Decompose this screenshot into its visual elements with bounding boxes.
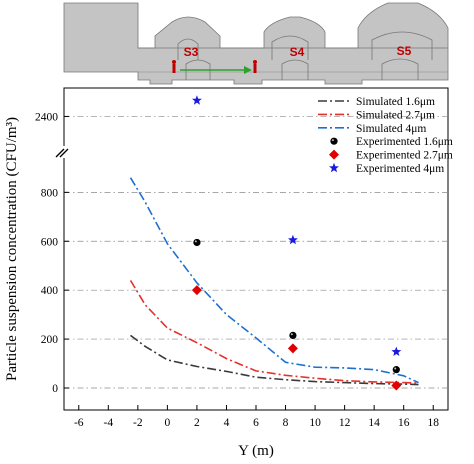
data-point-4-2 (391, 380, 402, 391)
x-tick-label: -6 (74, 417, 84, 429)
x-tick-label: 10 (309, 417, 321, 429)
legend-label: Experimented 1.6μm (356, 136, 453, 148)
person-left-icon (172, 60, 176, 73)
x-tick-label: 8 (283, 417, 289, 429)
x-tick-label: 4 (224, 417, 230, 429)
data-point-3-0 (193, 238, 201, 247)
legend-item: Experimented 4μm (329, 162, 444, 175)
data-point-3-2 (392, 366, 400, 374)
y-axis-label: Particle suspension concentration (CFU/m… (4, 117, 20, 381)
series-points (191, 95, 402, 391)
x-tick-label: 6 (253, 417, 259, 429)
data-point-5-1 (288, 234, 298, 245)
data-point-5-0 (192, 95, 202, 105)
direction-arrowhead (244, 66, 252, 74)
data-point-4-0 (191, 285, 202, 296)
schematic-label-s3: S3 (184, 45, 199, 59)
grid-lines (64, 116, 448, 389)
legend-swatch (329, 162, 339, 173)
legend-label: Simulated 1.6μm (356, 96, 435, 108)
legend-swatch (330, 137, 338, 145)
schematic-label-s5: S5 (397, 44, 412, 58)
legend-item: Simulated 2.7μm (318, 109, 435, 121)
x-tick-label: 16 (398, 417, 410, 429)
series-line-2 (129, 177, 419, 384)
x-axis-label: Y (m) (238, 443, 274, 459)
data-point-5-2 (391, 346, 402, 356)
legend-swatch (329, 149, 339, 160)
legend-item: Simulated 1.6μm (318, 96, 435, 108)
data-point-3-1 (289, 331, 297, 340)
x-tick-label: 18 (427, 417, 439, 429)
legend-label: Experimented 4μm (356, 163, 444, 175)
x-tick-label: -2 (133, 417, 143, 429)
data-point-4-1 (287, 343, 298, 354)
y-tick-label: 2400 (35, 111, 58, 123)
series-line-1 (129, 279, 419, 384)
x-tick-label: 12 (339, 417, 351, 429)
legend-label: Simulated 4μm (356, 123, 426, 135)
schematic-building (63, 2, 449, 85)
legend-label: Experimented 2.7μm (356, 150, 453, 162)
legend-item: Simulated 4μm (318, 123, 426, 135)
person-right-icon (253, 60, 257, 73)
x-tick-label: 2 (194, 417, 200, 429)
legend-label: Simulated 2.7μm (356, 109, 435, 121)
legend-item: Experimented 1.6μm (330, 136, 453, 148)
series-lines (129, 177, 419, 386)
axes: 0 200 400 600 800 2400 -6 -4 -2 0 2 4 6 8 10 12 14 16 18 (35, 111, 439, 429)
x-tick-label: 14 (368, 417, 380, 429)
legend-item: Experimented 2.7μm (329, 149, 453, 162)
x-tick-label: 0 (165, 417, 171, 429)
y-tick-label: 400 (41, 285, 59, 297)
y-tick-label: 200 (41, 334, 59, 346)
y-tick-label: 0 (52, 383, 58, 395)
y-tick-label: 800 (41, 187, 59, 199)
axis-break-marks (52, 146, 72, 158)
series-line-0 (130, 334, 419, 386)
x-tick-label: -4 (104, 417, 114, 429)
schematic-label-s4: S4 (290, 45, 305, 59)
y-tick-label: 600 (41, 236, 59, 248)
schematic: S3 S4 S5 (63, 2, 449, 85)
